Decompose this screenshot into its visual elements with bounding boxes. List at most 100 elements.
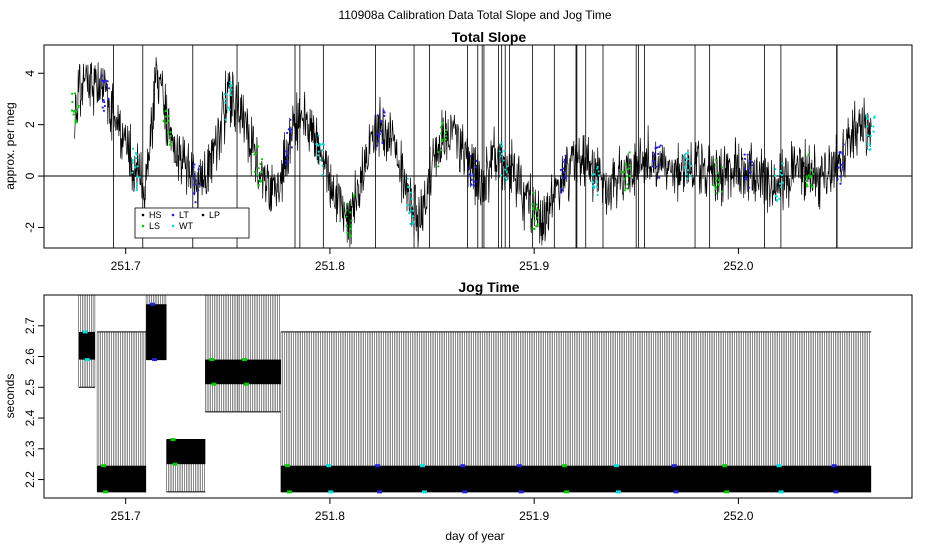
calibration-marker xyxy=(715,192,718,195)
calibration-marker xyxy=(623,170,626,173)
calibration-marker xyxy=(805,175,808,178)
calibration-marker xyxy=(837,166,840,169)
calibration-marker xyxy=(131,147,135,150)
calibration-marker xyxy=(842,161,845,164)
calibration-marker xyxy=(316,142,319,146)
calibration-marker xyxy=(720,166,724,169)
jog-marker xyxy=(326,464,332,468)
calibration-marker xyxy=(230,84,233,87)
calibration-marker xyxy=(505,170,508,173)
calibration-marker xyxy=(714,158,717,161)
calibration-marker xyxy=(349,227,352,230)
calibration-marker xyxy=(411,222,414,226)
calibration-marker xyxy=(866,117,870,120)
calibration-marker xyxy=(621,170,624,174)
calibration-marker xyxy=(472,180,475,183)
calibration-marker xyxy=(409,222,412,226)
calibration-marker xyxy=(169,130,172,134)
calibration-marker xyxy=(688,162,691,165)
calibration-marker xyxy=(290,146,293,149)
calibration-marker xyxy=(224,98,227,101)
calibration-marker xyxy=(192,166,195,169)
jog-marker xyxy=(562,464,568,468)
legend-label: WT xyxy=(179,221,193,231)
jog-marker xyxy=(724,490,730,494)
legend-swatch xyxy=(141,224,145,228)
calibration-marker xyxy=(229,81,232,84)
calibration-marker xyxy=(866,142,869,145)
calibration-marker xyxy=(498,150,501,153)
calibration-marker xyxy=(474,166,477,169)
calibration-marker xyxy=(531,203,534,206)
calibration-marker xyxy=(375,132,379,136)
jog-marker xyxy=(615,490,621,494)
calibration-marker xyxy=(197,168,200,171)
calibration-marker xyxy=(626,187,629,190)
calibration-marker xyxy=(169,140,172,143)
calibration-marker xyxy=(162,119,165,122)
legend-box xyxy=(134,207,250,239)
plot-area-slope xyxy=(44,45,912,248)
calibration-marker xyxy=(440,140,444,143)
calibration-marker xyxy=(473,184,476,187)
legend-label: HS xyxy=(149,210,162,220)
calibration-marker xyxy=(409,209,412,212)
legend-label: LP xyxy=(209,210,220,220)
calibration-marker xyxy=(345,224,348,227)
calibration-marker xyxy=(747,167,750,170)
calibration-marker xyxy=(71,92,74,95)
calibration-marker xyxy=(651,151,654,154)
calibration-marker xyxy=(564,162,567,166)
calibration-marker xyxy=(100,74,104,77)
calibration-marker xyxy=(873,115,876,118)
calibration-marker xyxy=(532,214,536,217)
calibration-marker xyxy=(225,93,228,96)
calibration-marker xyxy=(626,183,629,186)
calibration-marker xyxy=(380,120,383,123)
jog-excursions xyxy=(205,295,238,412)
calibration-marker xyxy=(472,173,475,176)
calibration-marker xyxy=(131,161,134,164)
y-tick-label: 2 xyxy=(23,121,37,128)
calibration-marker xyxy=(623,177,626,181)
calibration-marker xyxy=(712,184,716,187)
calibration-marker xyxy=(409,191,413,194)
calibration-marker xyxy=(439,126,443,129)
calibration-marker xyxy=(686,158,689,161)
calibration-marker xyxy=(504,168,507,171)
calibration-marker xyxy=(536,216,539,219)
calibration-marker xyxy=(167,132,170,135)
jog-excursions xyxy=(237,295,280,412)
plot-frame-jog xyxy=(43,294,913,499)
calibration-marker xyxy=(444,128,447,132)
calibration-marker xyxy=(591,173,594,176)
calibration-marker xyxy=(100,79,103,82)
calibration-marker xyxy=(228,108,231,111)
calibration-marker xyxy=(715,164,718,167)
calibration-marker xyxy=(346,231,349,234)
calibration-marker xyxy=(685,173,688,176)
y-tick-label: -2 xyxy=(23,222,37,233)
jog-excursions xyxy=(280,331,870,492)
calibration-marker xyxy=(75,111,78,114)
calibration-marker xyxy=(168,143,171,146)
calibration-marker xyxy=(224,118,227,121)
calibration-marker xyxy=(805,183,808,186)
calibration-marker xyxy=(198,165,201,168)
calibration-marker xyxy=(349,234,352,237)
legend-swatch xyxy=(171,224,175,228)
calibration-marker xyxy=(257,167,260,170)
calibration-marker xyxy=(135,153,138,156)
calibration-marker xyxy=(376,114,379,117)
calibration-marker xyxy=(654,147,657,150)
x-tick-label: 252.0 xyxy=(723,509,753,523)
calibration-marker xyxy=(535,209,538,212)
calibration-marker xyxy=(714,187,717,191)
jog-marker xyxy=(242,358,248,362)
calibration-marker xyxy=(287,128,290,131)
calibration-marker xyxy=(748,159,752,162)
jog-marker xyxy=(778,490,784,494)
jog-marker xyxy=(671,464,677,468)
calibration-marker xyxy=(256,173,259,177)
